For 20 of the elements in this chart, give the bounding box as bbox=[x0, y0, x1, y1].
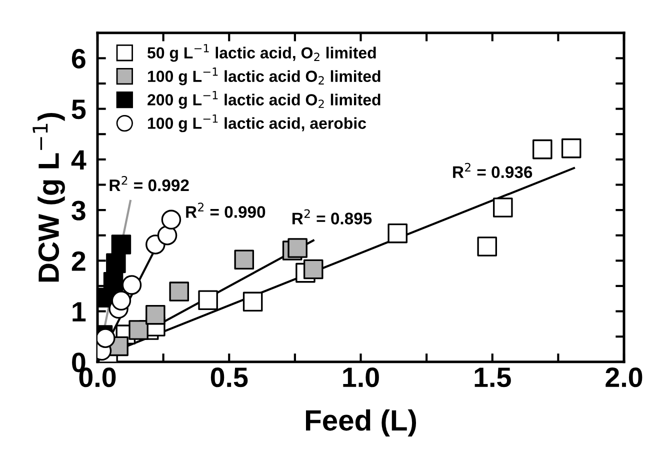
annotation: R$^{2}$ = 0.895 bbox=[292, 209, 372, 224]
x-tick-label: 0.5 bbox=[210, 367, 248, 388]
annotation: R$^{2}$ = 0.990 bbox=[186, 202, 266, 218]
y-tick-label: 2 bbox=[72, 251, 86, 271]
legend-label: 200 g L$^{−1}$ lactic acid O$_{2}$ limited bbox=[148, 91, 380, 109]
y-axis-title: DCW (g L$^{−1}$) bbox=[32, 112, 65, 282]
x-tick-label: 1.5 bbox=[474, 368, 511, 388]
annotation: R$^{2}$ = 0.992 bbox=[110, 176, 189, 192]
x-axis-title: Feed (L) bbox=[306, 409, 416, 437]
x-tick-label: 1.0 bbox=[343, 367, 379, 388]
y-tick-label: 6 bbox=[72, 48, 86, 69]
y-tick-label: 5 bbox=[72, 100, 86, 120]
x-tick-label: 2.0 bbox=[606, 367, 642, 388]
y-tick-label: 4 bbox=[71, 150, 86, 170]
y-tick-label: 3 bbox=[72, 200, 86, 220]
annotation: R$^{2}$ = 0.936 bbox=[453, 162, 532, 178]
legend-label: 100 g L$^{−1}$ lactic acid O$_{2}$ limited bbox=[148, 68, 380, 86]
legend-label: 100 g L$^{−1}$ lactic acid, aerobic bbox=[148, 114, 366, 132]
legend-label: 50 g L$^{−1}$ lactic acid, O$_{2}$ limited bbox=[148, 44, 376, 62]
y-tick-label: 1 bbox=[72, 302, 86, 322]
